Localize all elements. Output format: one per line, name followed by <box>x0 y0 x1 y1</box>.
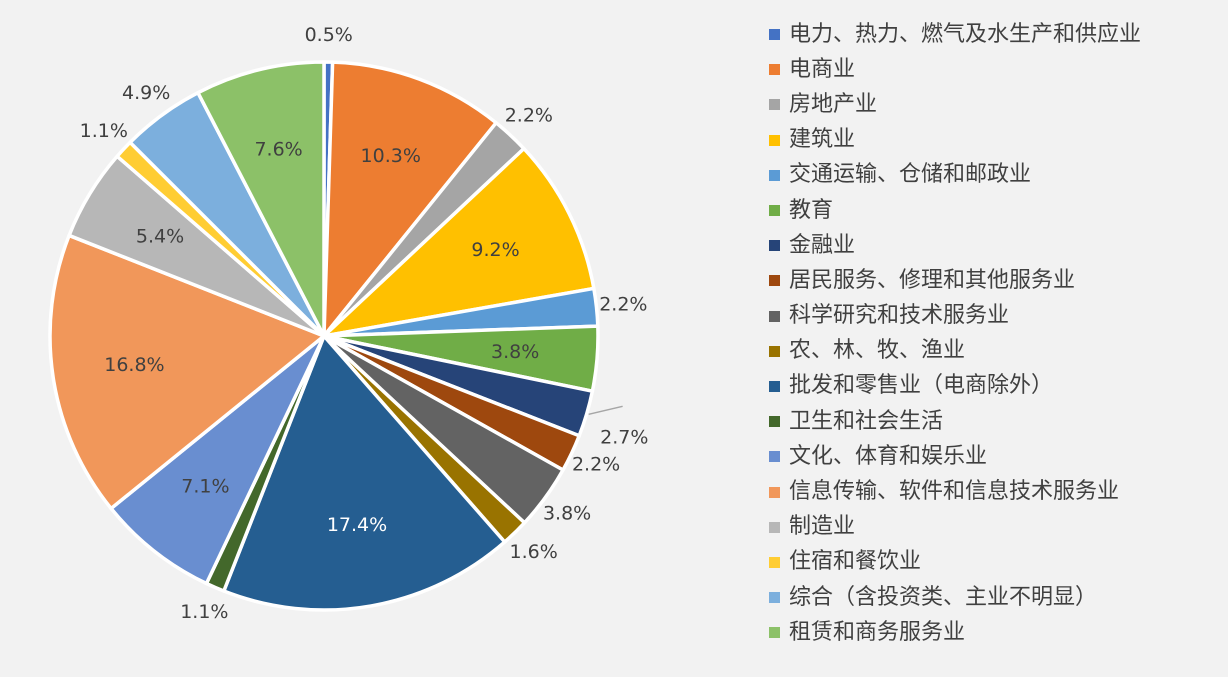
slice-data-label: 2.2% <box>505 104 553 126</box>
pie-slice <box>322 60 498 338</box>
legend-item: 建筑业 <box>769 123 1141 158</box>
legend-label: 科学研究和技术服务业 <box>789 303 1010 329</box>
slice-data-label: 5.4% <box>136 225 184 247</box>
legend-swatch <box>769 64 780 76</box>
legend-item: 租赁和商务服务业 <box>769 615 1141 650</box>
legend-label: 信息传输、软件和信息技术服务业 <box>789 479 1120 505</box>
legend-swatch <box>769 134 780 146</box>
pie-chart: 0.5% 10.3% 2.2% 9.2% 2.2% 3.8% 2.7% 2.2% 3.8% 1.6… <box>48 24 648 623</box>
pie-slice <box>222 334 507 612</box>
slice-data-label: 7.1% <box>181 476 229 498</box>
legend-swatch <box>769 310 780 322</box>
slice-data-label: 0.5% <box>305 24 353 46</box>
legend-swatch <box>769 556 780 568</box>
legend-label: 农、林、牧、渔业 <box>789 338 966 364</box>
legend-item: 卫生和社会生活 <box>769 404 1141 439</box>
legend-item: 住宿和餐饮业 <box>769 545 1141 580</box>
slice-data-label: 17.4% <box>327 514 387 536</box>
legend-item: 制造业 <box>769 510 1141 545</box>
legend-item: 综合（含投资类、主业不明显） <box>769 580 1141 615</box>
slice-data-label: 2.7% <box>600 427 648 449</box>
legend-item: 农、林、牧、渔业 <box>769 334 1141 369</box>
legend-label: 房地产业 <box>789 91 878 117</box>
legend-label: 制造业 <box>789 514 856 540</box>
legend-swatch <box>769 627 780 639</box>
pie-slice <box>196 60 326 338</box>
legend-item: 电商业 <box>769 52 1141 87</box>
legend-swatch <box>769 29 780 41</box>
slice-data-label: 1.1% <box>80 120 128 142</box>
legend-swatch <box>769 451 780 463</box>
legend-swatch <box>769 380 780 392</box>
slice-data-label: 3.8% <box>491 341 539 363</box>
legend-swatch <box>769 169 780 181</box>
slice-data-label: 1.1% <box>180 601 228 623</box>
legend-swatch <box>769 486 780 498</box>
legend-swatch <box>769 275 780 287</box>
legend-swatch <box>769 416 780 428</box>
legend-label: 交通运输、仓储和邮政业 <box>789 162 1032 188</box>
legend-label: 金融业 <box>789 232 856 258</box>
legend-item: 信息传输、软件和信息技术服务业 <box>769 474 1141 509</box>
legend-item: 电力、热力、燃气及水生产和供应业 <box>769 17 1141 52</box>
legend-item: 交通运输、仓储和邮政业 <box>769 158 1141 193</box>
chart-legend: 电力、热力、燃气及水生产和供应业 电商业房地产业建筑业交通运输、仓储和邮政业 教育金… <box>769 17 1141 650</box>
legend-swatch <box>769 205 780 217</box>
slice-data-label: 4.9% <box>122 82 170 104</box>
legend-label: 建筑业 <box>789 127 856 153</box>
legend-swatch <box>769 345 780 357</box>
pie-slice <box>109 334 326 586</box>
legend-swatch <box>769 592 780 604</box>
legend-label: 批发和零售业（电商除外） <box>789 373 1054 399</box>
pie-slice <box>322 146 596 338</box>
slice-data-label: 2.2% <box>599 293 647 315</box>
legend-item: 科学研究和技术服务业 <box>769 299 1141 334</box>
legend-label: 居民服务、修理和其他服务业 <box>789 267 1076 293</box>
slice-data-label: 2.2% <box>572 454 620 476</box>
legend-item: 房地产业 <box>769 87 1141 122</box>
pie-slice <box>48 233 326 511</box>
legend-label: 文化、体育和娱乐业 <box>789 443 988 469</box>
legend-label: 电商业 <box>789 56 856 82</box>
legend-label: 综合（含投资类、主业不明显） <box>789 584 1098 610</box>
legend-label: 住宿和餐饮业 <box>789 549 922 575</box>
legend-swatch <box>769 99 780 111</box>
slice-data-label: 10.3% <box>361 145 421 167</box>
slice-data-label: 3.8% <box>543 502 591 524</box>
legend-item: 文化、体育和娱乐业 <box>769 439 1141 474</box>
legend-label: 教育 <box>789 197 834 223</box>
legend-label: 卫生和社会生活 <box>789 408 944 434</box>
legend-swatch <box>769 521 780 533</box>
legend-item: 教育 <box>769 193 1141 228</box>
slice-data-label: 7.6% <box>254 139 302 161</box>
slice-data-label: 9.2% <box>471 239 519 261</box>
legend-item: 居民服务、修理和其他服务业 <box>769 263 1141 298</box>
slice-data-label: 1.6% <box>509 541 557 563</box>
leader-line <box>588 405 623 416</box>
slice-data-label: 16.8% <box>104 354 164 376</box>
legend-item: 批发和零售业（电商除外） <box>769 369 1141 404</box>
legend-label: 电力、热力、燃气及水生产和供应业 <box>789 21 1142 47</box>
legend-label: 租赁和商务服务业 <box>789 619 966 645</box>
legend-item: 金融业 <box>769 228 1141 263</box>
legend-swatch <box>769 240 780 252</box>
